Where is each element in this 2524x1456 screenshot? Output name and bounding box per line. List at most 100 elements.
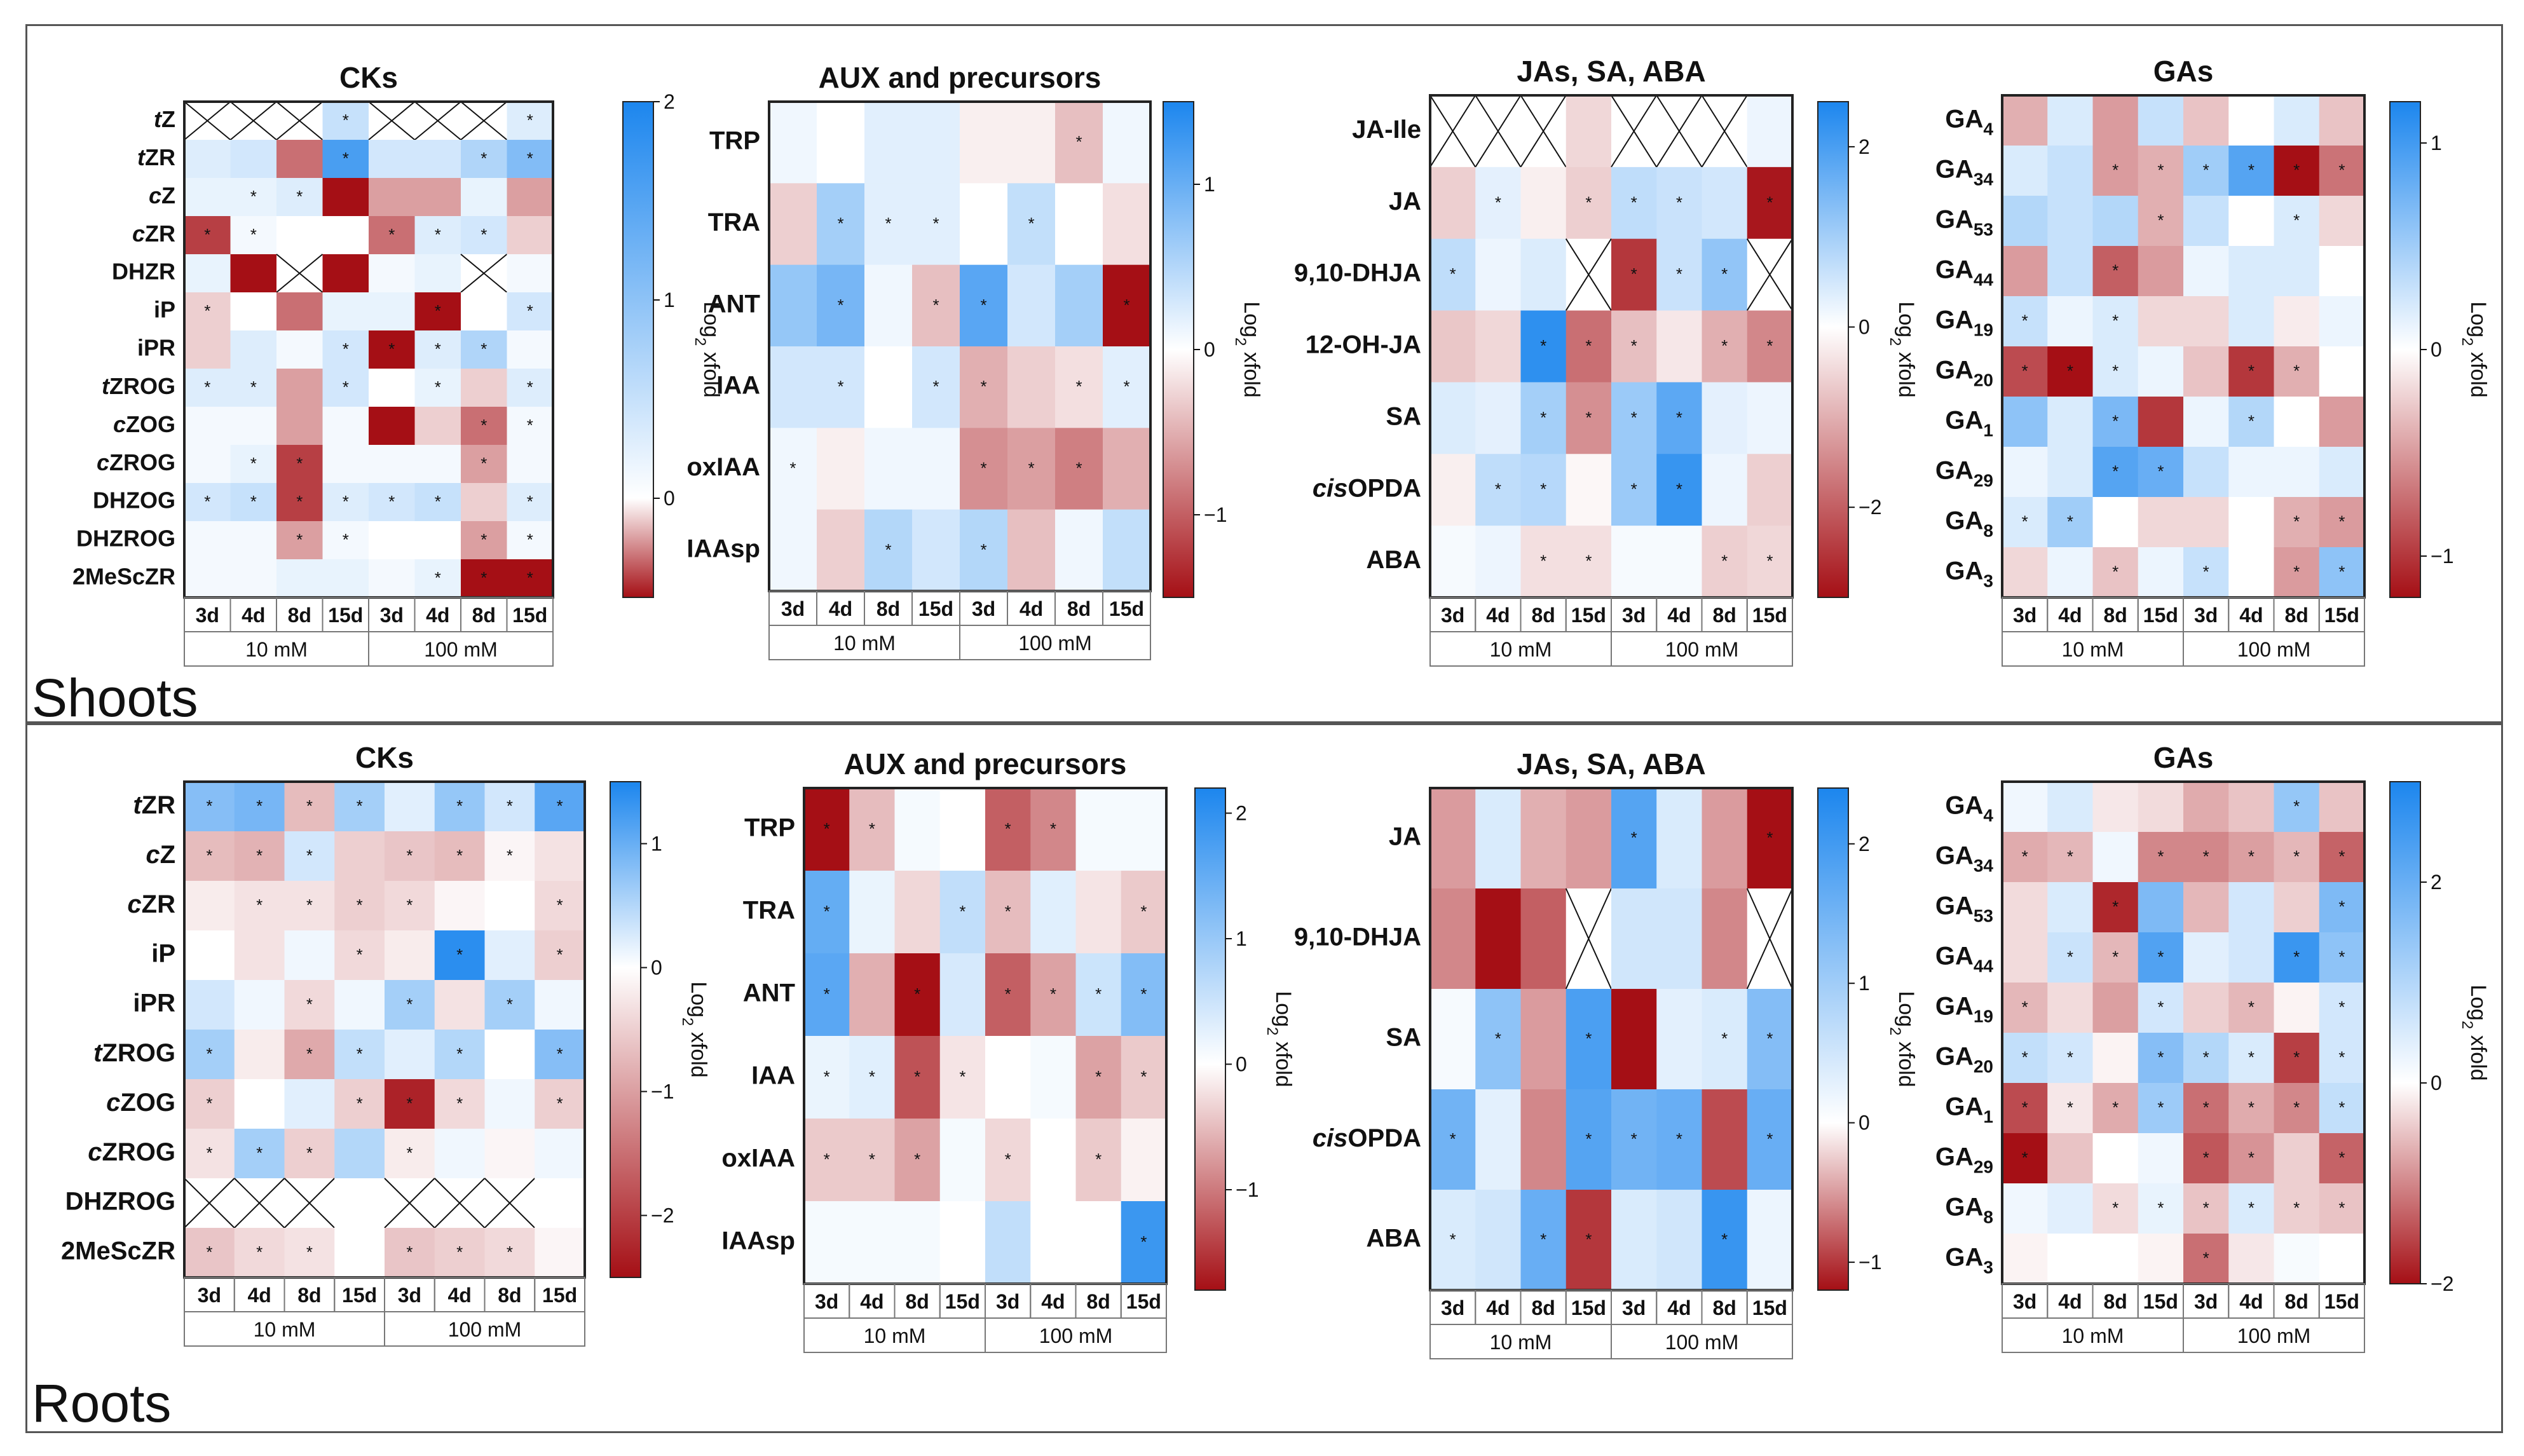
significance-asterisk: * bbox=[250, 492, 257, 511]
heatmap-cell bbox=[1055, 264, 1103, 347]
column-label: 3d bbox=[2013, 604, 2036, 627]
heatmap-cell bbox=[817, 509, 865, 592]
heatmap-cell bbox=[434, 1129, 485, 1179]
significance-asterisk: * bbox=[1631, 264, 1637, 283]
heatmap-cell bbox=[1656, 888, 1702, 990]
heatmap-cell bbox=[385, 980, 435, 1030]
heatmap-cell bbox=[2047, 1133, 2093, 1184]
heatmap-cell bbox=[1566, 1089, 1612, 1190]
row-label: cZ bbox=[149, 182, 175, 208]
significance-asterisk: * bbox=[1585, 336, 1592, 355]
heatmap-cell bbox=[2274, 1133, 2320, 1184]
significance-asterisk: * bbox=[1676, 193, 1682, 212]
significance-asterisk: * bbox=[296, 454, 303, 473]
row-label: JA bbox=[1389, 823, 1421, 851]
colorbar-label: Log2 xfold bbox=[1232, 301, 1264, 397]
column-label: 4d bbox=[2239, 604, 2263, 627]
column-label: 4d bbox=[829, 597, 852, 620]
heatmap-cell bbox=[2047, 882, 2093, 933]
heatmap-cell bbox=[804, 1119, 850, 1202]
heatmap-cell bbox=[1702, 989, 1748, 1090]
heatmap-cell bbox=[1121, 1119, 1167, 1202]
row-label: GA29 bbox=[1935, 456, 1993, 490]
column-group-label: 10 mM bbox=[254, 1318, 316, 1341]
colorbar-tick-label: 1 bbox=[664, 289, 675, 311]
column-label: 15d bbox=[1126, 1290, 1161, 1313]
heatmap-cell bbox=[2183, 146, 2229, 196]
column-group-label: 100 mM bbox=[1665, 638, 1739, 661]
heatmap-cell bbox=[484, 831, 535, 881]
heatmap-cell bbox=[2183, 932, 2229, 983]
heatmap-cell bbox=[1566, 526, 1612, 598]
heatmap-cell bbox=[230, 559, 277, 598]
significance-asterisk: * bbox=[2293, 1199, 2300, 1218]
heatmap-cell bbox=[2183, 346, 2229, 397]
significance-asterisk: * bbox=[2248, 362, 2255, 381]
significance-asterisk: * bbox=[914, 1150, 920, 1169]
heatmap-cell bbox=[334, 1079, 385, 1129]
heatmap-cell bbox=[184, 881, 235, 931]
row-label: GA20 bbox=[1935, 356, 1993, 390]
significance-asterisk: * bbox=[481, 416, 487, 435]
significance-asterisk: * bbox=[2248, 998, 2255, 1017]
heatmap-cell bbox=[322, 483, 369, 522]
heatmap-cell bbox=[434, 881, 485, 931]
heatmap-cell bbox=[484, 782, 535, 832]
colorbar-label: Log2 xfold bbox=[692, 301, 724, 397]
heatmap-cell bbox=[385, 831, 435, 881]
heatmap-cell bbox=[322, 445, 369, 484]
colorbar-tick-label: −2 bbox=[2431, 1272, 2453, 1295]
heatmap-cell bbox=[2092, 1083, 2139, 1134]
significance-asterisk: * bbox=[306, 1143, 313, 1162]
heatmap-cell bbox=[1747, 788, 1793, 889]
column-label: 15d bbox=[342, 1284, 377, 1307]
heatmap-cell bbox=[484, 980, 535, 1030]
significance-asterisk: * bbox=[932, 214, 939, 233]
heatmap-cell bbox=[2274, 296, 2320, 347]
heatmap-cell bbox=[985, 1119, 1031, 1202]
heatmap-cell bbox=[234, 831, 285, 881]
heatmap-cell bbox=[535, 980, 585, 1030]
heatmap-cell bbox=[276, 292, 323, 331]
heatmap-cell bbox=[2138, 1133, 2184, 1184]
row-label: 12-OH-JA bbox=[1306, 331, 1421, 359]
colorbar bbox=[1817, 101, 1849, 598]
heatmap-cell bbox=[2047, 1183, 2093, 1234]
significance-asterisk: * bbox=[481, 530, 487, 549]
significance-asterisk: * bbox=[932, 296, 939, 315]
heatmap-cell bbox=[2319, 1033, 2365, 1084]
significance-asterisk: * bbox=[1585, 1029, 1592, 1048]
significance-asterisk: * bbox=[2022, 847, 2028, 866]
column-label: 4d bbox=[1667, 604, 1691, 627]
heatmap-cell bbox=[230, 140, 277, 179]
row-label: tZROG bbox=[102, 373, 175, 399]
row-label: GA3 bbox=[1945, 1243, 1993, 1277]
heatmap-cell bbox=[1475, 1190, 1521, 1291]
heatmap-cell bbox=[461, 330, 507, 369]
heatmap-cell bbox=[1520, 888, 1567, 990]
column-label: 15d bbox=[2143, 1290, 2178, 1313]
column-label: 15d bbox=[1752, 604, 1787, 627]
significance-asterisk: * bbox=[357, 1044, 363, 1063]
row-label: GA4 bbox=[1945, 791, 1993, 825]
column-label: 3d bbox=[2194, 604, 2218, 627]
heatmap-cell bbox=[369, 483, 415, 522]
heatmap-cell bbox=[960, 102, 1008, 184]
heatmap-cell bbox=[2092, 782, 2139, 833]
significance-asterisk: * bbox=[406, 895, 413, 915]
heatmap-cell bbox=[461, 521, 507, 560]
heatmap-cell bbox=[2183, 1133, 2229, 1184]
roots-row-frame bbox=[25, 723, 2503, 1433]
heatmap-cell bbox=[1430, 1089, 1476, 1190]
significance-asterisk: * bbox=[2157, 1048, 2164, 1067]
heatmap-cell bbox=[939, 1119, 986, 1202]
heatmap-cell bbox=[507, 483, 554, 522]
significance-asterisk: * bbox=[343, 111, 349, 130]
heatmap-cell bbox=[2002, 832, 2048, 883]
na-cross-line bbox=[434, 1178, 486, 1228]
roots-ja-heatmap: JAs, SA, ABA * * * * * * * * * * * * * * * JA 9,10-DHJA SA… bbox=[1294, 747, 1918, 1359]
heatmap-cell bbox=[1075, 1201, 1122, 1284]
heatmap-cell bbox=[912, 346, 960, 428]
heatmap-cell bbox=[912, 509, 960, 592]
heatmap-cell bbox=[1747, 95, 1793, 168]
